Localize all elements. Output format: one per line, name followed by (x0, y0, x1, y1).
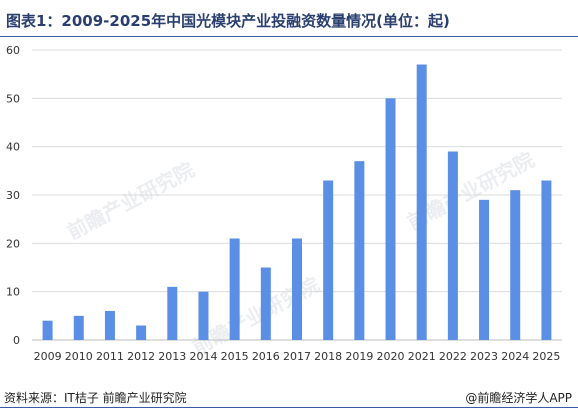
x-tick-label: 2022 (439, 350, 467, 363)
x-tick-label: 2024 (501, 350, 529, 363)
bar-2018 (323, 180, 334, 340)
x-tick-label: 2012 (127, 350, 155, 363)
bar-2017 (292, 238, 302, 340)
bar-2011 (104, 311, 115, 340)
x-tick-label: 2010 (65, 350, 93, 363)
bar-2025 (541, 180, 552, 340)
bar-2014 (198, 291, 209, 340)
x-tick-label: 2020 (377, 350, 405, 363)
bar-2015 (229, 238, 240, 340)
footer-divider (0, 407, 578, 408)
y-tick-label: 40 (6, 141, 20, 154)
x-tick-label: 2025 (532, 350, 560, 363)
y-tick-label: 0 (13, 334, 20, 347)
x-tick-label: 2009 (34, 350, 62, 363)
bar-2019 (354, 161, 365, 340)
y-tick-label: 30 (6, 189, 20, 202)
bar-2020 (385, 98, 396, 340)
x-tick-label: 2016 (252, 350, 280, 363)
x-tick-label: 2023 (470, 350, 498, 363)
title-divider (0, 36, 578, 37)
bar-2022 (447, 151, 458, 340)
x-tick-label: 2018 (314, 350, 342, 363)
x-tick-label: 2021 (408, 350, 436, 363)
bar-2024 (510, 190, 521, 340)
bar-2009 (42, 320, 53, 340)
x-tick-label: 2013 (158, 350, 186, 363)
x-tick-label: 2017 (283, 350, 311, 363)
bar-2016 (260, 267, 271, 340)
chart-title: 图表1：2009-2025年中国光模块产业投融资数量情况(单位：起) (6, 12, 450, 30)
x-tick-label: 2019 (345, 350, 373, 363)
bar-2023 (479, 199, 490, 340)
bar-2012 (136, 325, 147, 340)
bar-2013 (167, 286, 178, 340)
credit-note: @前瞻经济学人APP (465, 391, 572, 405)
y-tick-label: 20 (6, 237, 20, 250)
bar-2010 (73, 315, 84, 340)
y-tick-label: 60 (6, 44, 20, 57)
bar-2021 (416, 64, 427, 340)
source-note: 资料来源：IT桔子 前瞻产业研究院 (4, 391, 187, 405)
y-tick-label: 10 (6, 286, 20, 299)
x-tick-label: 2011 (96, 350, 124, 363)
x-tick-label: 2014 (189, 350, 217, 363)
x-tick-label: 2015 (221, 350, 249, 363)
y-tick-label: 50 (6, 92, 20, 105)
